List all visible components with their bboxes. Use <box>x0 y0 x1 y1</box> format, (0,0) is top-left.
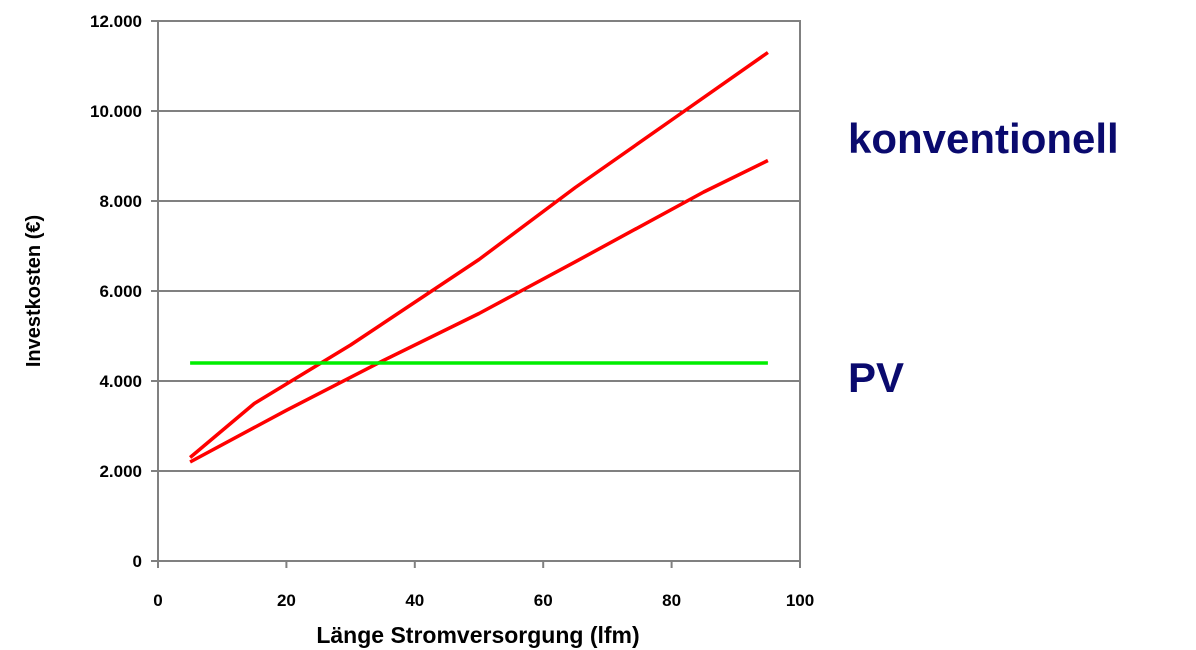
x-tick-label-4: 80 <box>662 591 681 610</box>
x-tick-label-2: 40 <box>405 591 424 610</box>
annotation-pv: PV <box>848 354 904 401</box>
series-line-0 <box>188 51 769 459</box>
y-tick-label-5: 10.000 <box>90 102 142 121</box>
x-tick-label-5: 100 <box>786 591 814 610</box>
series-lines <box>188 51 769 464</box>
y-axis-ticks: 0 2.000 4.000 6.000 8.000 10.000 12.000 <box>90 12 158 571</box>
y-tick-label-0: 0 <box>133 552 142 571</box>
x-tick-label-1: 20 <box>277 591 296 610</box>
x-tick-label-3: 60 <box>534 591 553 610</box>
y-tick-label-4: 8.000 <box>99 192 142 211</box>
y-tick-label-1: 2.000 <box>99 462 142 481</box>
x-axis-title: Länge Stromversorgung (lfm) <box>316 622 639 648</box>
y-tick-label-2: 4.000 <box>99 372 142 391</box>
y-axis-title: Investkosten (€) <box>23 215 45 367</box>
annotation-konventionell: konventionell <box>848 115 1119 162</box>
x-axis-ticks: 0 20 40 60 80 100 <box>153 561 814 610</box>
y-tick-label-3: 6.000 <box>99 282 142 301</box>
grid-lines <box>158 110 800 472</box>
y-tick-label-6: 12.000 <box>90 12 142 31</box>
series-line-1 <box>189 158 769 464</box>
x-tick-label-0: 0 <box>153 591 162 610</box>
